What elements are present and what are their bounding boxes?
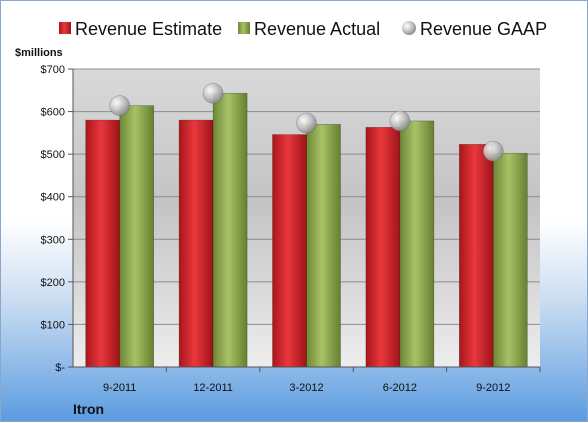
gaap-markers [109,82,504,162]
legend-swatch-revenue-estimate [59,22,71,34]
y-axis-unit-label: $millions [15,47,63,59]
y-tick-label: $400 [41,192,65,204]
marker-revenue-gaap [202,82,224,104]
legend-swatch-revenue-actual [238,22,250,34]
y-tick-label: $200 [41,277,65,289]
bar-revenue-estimate [85,119,120,368]
legend: Revenue Estimate Revenue Actual Revenue … [59,19,547,39]
legend-label-revenue-actual: Revenue Actual [254,19,380,39]
y-tick-label: $- [55,362,65,374]
bar-revenue-actual [212,92,248,368]
bar-revenue-actual [306,124,341,368]
bar-revenue-estimate [178,119,214,368]
bar-revenue-actual [119,105,154,368]
company-name: Itron [73,401,104,417]
bar-revenue-estimate [458,144,494,368]
x-tick-label: 12-2011 [193,382,233,394]
x-tick-label: 9-2012 [476,382,510,394]
y-tick-label: $500 [41,149,65,161]
marker-revenue-gaap [389,110,411,132]
bar-revenue-estimate [365,127,401,368]
x-tick-label: 3-2012 [289,382,323,394]
bar-revenue-estimate [272,134,307,368]
x-tick-label: 6-2012 [383,382,417,394]
legend-label-revenue-gaap: Revenue GAAP [420,19,547,39]
y-tick-label: $700 [41,64,65,76]
marker-revenue-gaap [482,140,504,162]
y-tick-label: $100 [41,319,65,331]
marker-revenue-gaap [296,112,317,134]
bar-revenue-actual [399,120,435,368]
x-tick-label: 9-2011 [103,382,136,394]
y-tick-label: $600 [41,107,65,119]
marker-revenue-gaap [109,95,130,116]
legend-marker-revenue-gaap [402,21,416,35]
legend-label-revenue-estimate: Revenue Estimate [75,19,222,39]
y-tick-label: $300 [41,234,65,246]
axes: $- $100 $200 $300 $400 $500 $600 $700 9-2011 12-2… [41,64,541,394]
bar-revenue-actual [492,152,528,368]
